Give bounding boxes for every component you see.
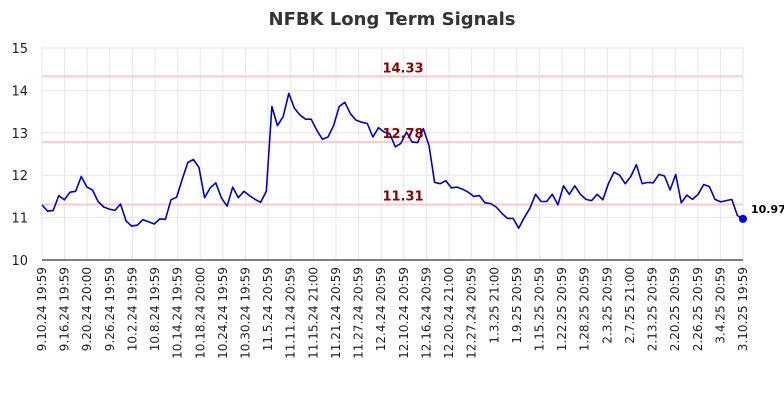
- x-tick-label: 1.15.25 20:59: [532, 267, 546, 351]
- x-tick-label: 1.3.25 21:00: [487, 267, 501, 344]
- last-value-label: 10.97: [751, 203, 784, 216]
- x-tick-label: 10.24.24 19:59: [216, 267, 230, 359]
- reference-line-label: 14.33: [382, 61, 423, 76]
- x-tick-label: 9.16.24 19:59: [58, 267, 72, 351]
- x-tick-label: 11.11.24 20:59: [284, 267, 298, 359]
- y-tick-label: 11: [11, 212, 28, 227]
- x-tick-label: 12.27.24 20:59: [465, 267, 479, 359]
- y-tick-label: 12: [11, 169, 28, 184]
- x-tick-label: 1.22.25 20:59: [555, 267, 569, 351]
- x-tick-label: 2.7.25 21:00: [623, 267, 637, 344]
- x-tick-label: 9.26.24 19:59: [103, 267, 117, 351]
- x-tick-label: 10.2.24 19:59: [125, 267, 139, 351]
- last-point-marker: [739, 214, 747, 223]
- series: [41, 92, 744, 229]
- x-tick-label: 11.5.24 20:59: [261, 267, 275, 351]
- y-tick-label: 14: [11, 84, 28, 99]
- x-tick-label: 12.16.24 20:59: [419, 267, 433, 359]
- x-tick-label: 2.3.25 20:59: [600, 267, 614, 344]
- x-tick-label: 2.20.25 20:59: [668, 267, 682, 351]
- x-tick-label: 1.9.25 20:59: [510, 267, 524, 344]
- x-tick-label: 2.26.25 20:59: [691, 267, 705, 351]
- x-tick-label: 10.14.24 19:59: [171, 267, 185, 359]
- y-tick-label: 13: [11, 127, 28, 142]
- x-tick-label: 12.4.24 20:59: [374, 267, 388, 351]
- x-tick-label: 12.20.24 21:00: [442, 267, 456, 359]
- x-tick-label: 11.15.24 21:00: [306, 267, 320, 359]
- y-tick-label: 15: [11, 42, 28, 57]
- x-tick-label: 11.21.24 20:59: [329, 267, 343, 359]
- axes: 10 11 12 13 14 15 9.10.24 19:59 9.16.24 19:59 9.…: [11, 42, 750, 359]
- x-tick-label: 3.4.25 20:59: [713, 267, 727, 344]
- price-line: [41, 92, 744, 229]
- x-tick-label: 11.27.24 20:59: [352, 267, 366, 359]
- x-tick-label: 9.20.24 20:00: [80, 267, 94, 351]
- x-tick-label: 12.10.24 20:59: [397, 267, 411, 359]
- labels: 14.33 12.78 11.31 10.97: [382, 61, 784, 223]
- x-tick-label: 1.28.25 20:59: [578, 267, 592, 351]
- x-tick-label: 10.8.24 19:59: [148, 267, 162, 351]
- x-tick-label: 10.18.24 20:00: [193, 267, 207, 359]
- y-tick-label: 10: [11, 254, 28, 269]
- x-tick-label: 2.13.25 20:59: [646, 267, 660, 351]
- reference-line-label: 11.31: [382, 189, 423, 204]
- x-tick-label: 10.30.24 19:59: [239, 267, 253, 359]
- grid: [41, 47, 744, 260]
- reference-line-label: 12.78: [382, 127, 423, 142]
- x-tick-label: 9.10.24 19:59: [35, 267, 49, 351]
- x-tick-label: 3.10.25 19:59: [736, 267, 750, 351]
- chart-title: NFBK Long Term Signals: [269, 9, 516, 30]
